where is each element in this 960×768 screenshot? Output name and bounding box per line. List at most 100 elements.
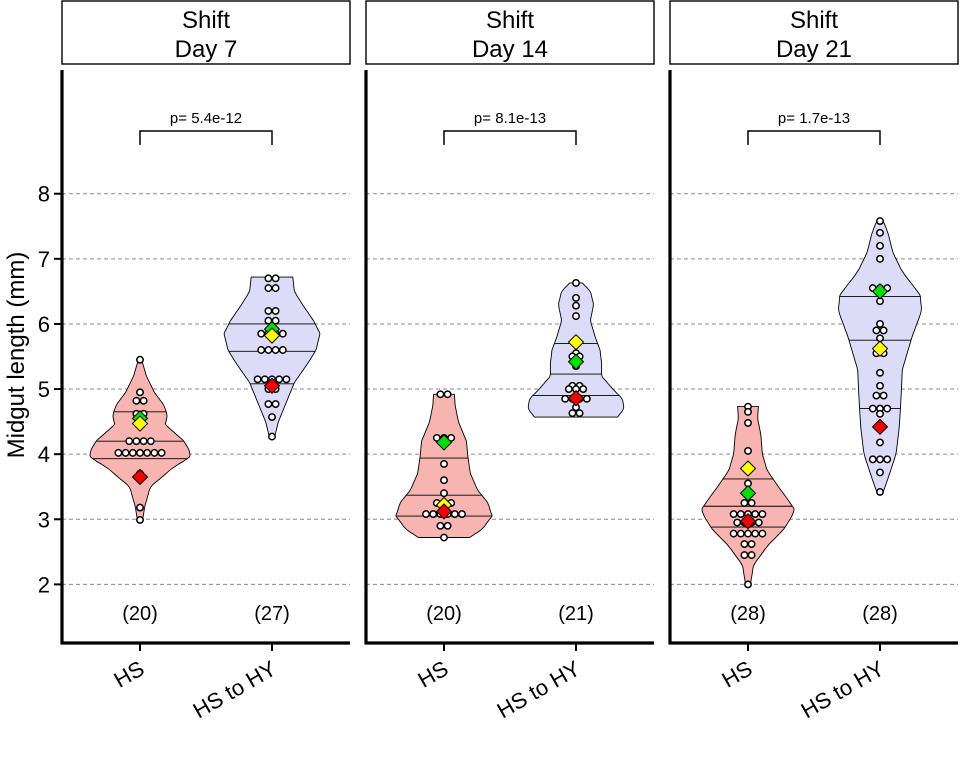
data-point (876, 438, 884, 447)
red-diamond-marker (263, 377, 281, 395)
p-value-label: p= 5.4e-12 (170, 110, 242, 127)
data-point (136, 503, 144, 512)
data-point (572, 293, 580, 302)
x-tick-label: HS (110, 656, 149, 693)
data-point (440, 533, 448, 542)
data-point (579, 385, 588, 394)
data-point (879, 326, 888, 335)
n-count-label: (21) (558, 603, 594, 625)
strip-title-line-2: Day 21 (776, 36, 852, 63)
green-diamond-marker (871, 283, 889, 300)
data-point (872, 391, 881, 400)
data-point (136, 355, 144, 364)
data-point (264, 274, 273, 283)
data-point (876, 254, 884, 263)
n-count-label: (28) (862, 603, 898, 625)
data-point (440, 476, 448, 485)
data-point (132, 437, 141, 446)
data-point (271, 400, 280, 408)
data-point (876, 319, 884, 328)
green-diamond-marker (567, 353, 585, 370)
grid-layer (62, 193, 958, 585)
data-point (876, 368, 884, 377)
yellow-diamond-marker (263, 327, 281, 344)
data-point (264, 400, 273, 408)
axis-layer: 2 3 4 5 6 7 8 HS HS to HY HS HS to HY HS HS to HY (38, 70, 958, 723)
data-point (572, 312, 580, 321)
data-point (879, 391, 888, 400)
data-point (275, 375, 284, 384)
data-point (136, 448, 144, 457)
data-point (568, 409, 577, 418)
data-point (278, 346, 287, 354)
data-point (561, 394, 570, 403)
y-tick-label: 2 (38, 572, 50, 597)
x-tick-label: HS to HY (797, 656, 889, 724)
data-point (440, 459, 448, 468)
data-point (872, 326, 881, 335)
data-point (260, 375, 269, 384)
red-diamond-marker (567, 389, 585, 407)
data-point (729, 529, 738, 538)
strip-title-line-2: Day 7 (175, 36, 238, 63)
data-point (744, 580, 752, 589)
data-point (736, 529, 745, 538)
data-point (758, 510, 767, 519)
data-point (271, 346, 280, 354)
data-point (278, 329, 287, 338)
data-point (876, 381, 884, 390)
data-point (443, 390, 452, 399)
data-point (264, 306, 273, 315)
data-point (264, 346, 273, 354)
data-point (139, 437, 148, 446)
red-diamond-marker (871, 418, 889, 436)
data-point (883, 404, 892, 413)
n-count-label: (20) (426, 603, 462, 625)
red-diamond-marker (131, 468, 149, 486)
data-point (440, 489, 448, 498)
point-layer (114, 217, 892, 589)
n-count-label: (20) (122, 603, 158, 625)
data-point (751, 510, 760, 519)
data-point (271, 284, 280, 293)
strip-title-line-1: Shift (182, 7, 230, 34)
data-point (564, 385, 573, 394)
data-point (754, 518, 763, 527)
data-point (747, 499, 756, 507)
x-tick-label: HS (414, 656, 453, 693)
strip-box (365, 0, 655, 65)
data-point (125, 437, 134, 446)
y-tick-label: 4 (38, 442, 50, 467)
data-point (572, 278, 580, 287)
yellow-diamond-marker (567, 333, 585, 351)
data-point (257, 346, 266, 354)
strip-title-line-2: Day 14 (472, 36, 548, 63)
data-point (751, 529, 760, 538)
data-point (758, 529, 767, 538)
data-point (422, 510, 430, 519)
significance-bracket (443, 130, 577, 145)
significance-bracket (747, 130, 881, 145)
data-point (876, 241, 884, 250)
data-point (136, 388, 144, 397)
data-point (744, 418, 752, 427)
x-tick-label: HS to HY (189, 656, 281, 724)
red-diamond-marker (739, 513, 757, 530)
n-count-label: (28) (730, 603, 766, 625)
yellow-diamond-marker (131, 415, 149, 432)
yellow-diamond-marker (739, 460, 757, 477)
data-point (740, 499, 749, 507)
data-point (883, 455, 892, 464)
significance-bracket (139, 130, 273, 145)
data-point (150, 448, 159, 457)
strip-box (669, 0, 959, 65)
data-point (747, 551, 756, 560)
data-point (436, 521, 445, 530)
x-tick-label: HS to HY (493, 656, 585, 724)
x-tick-label: HS (718, 656, 757, 693)
data-point (143, 448, 152, 457)
data-point (747, 540, 756, 548)
